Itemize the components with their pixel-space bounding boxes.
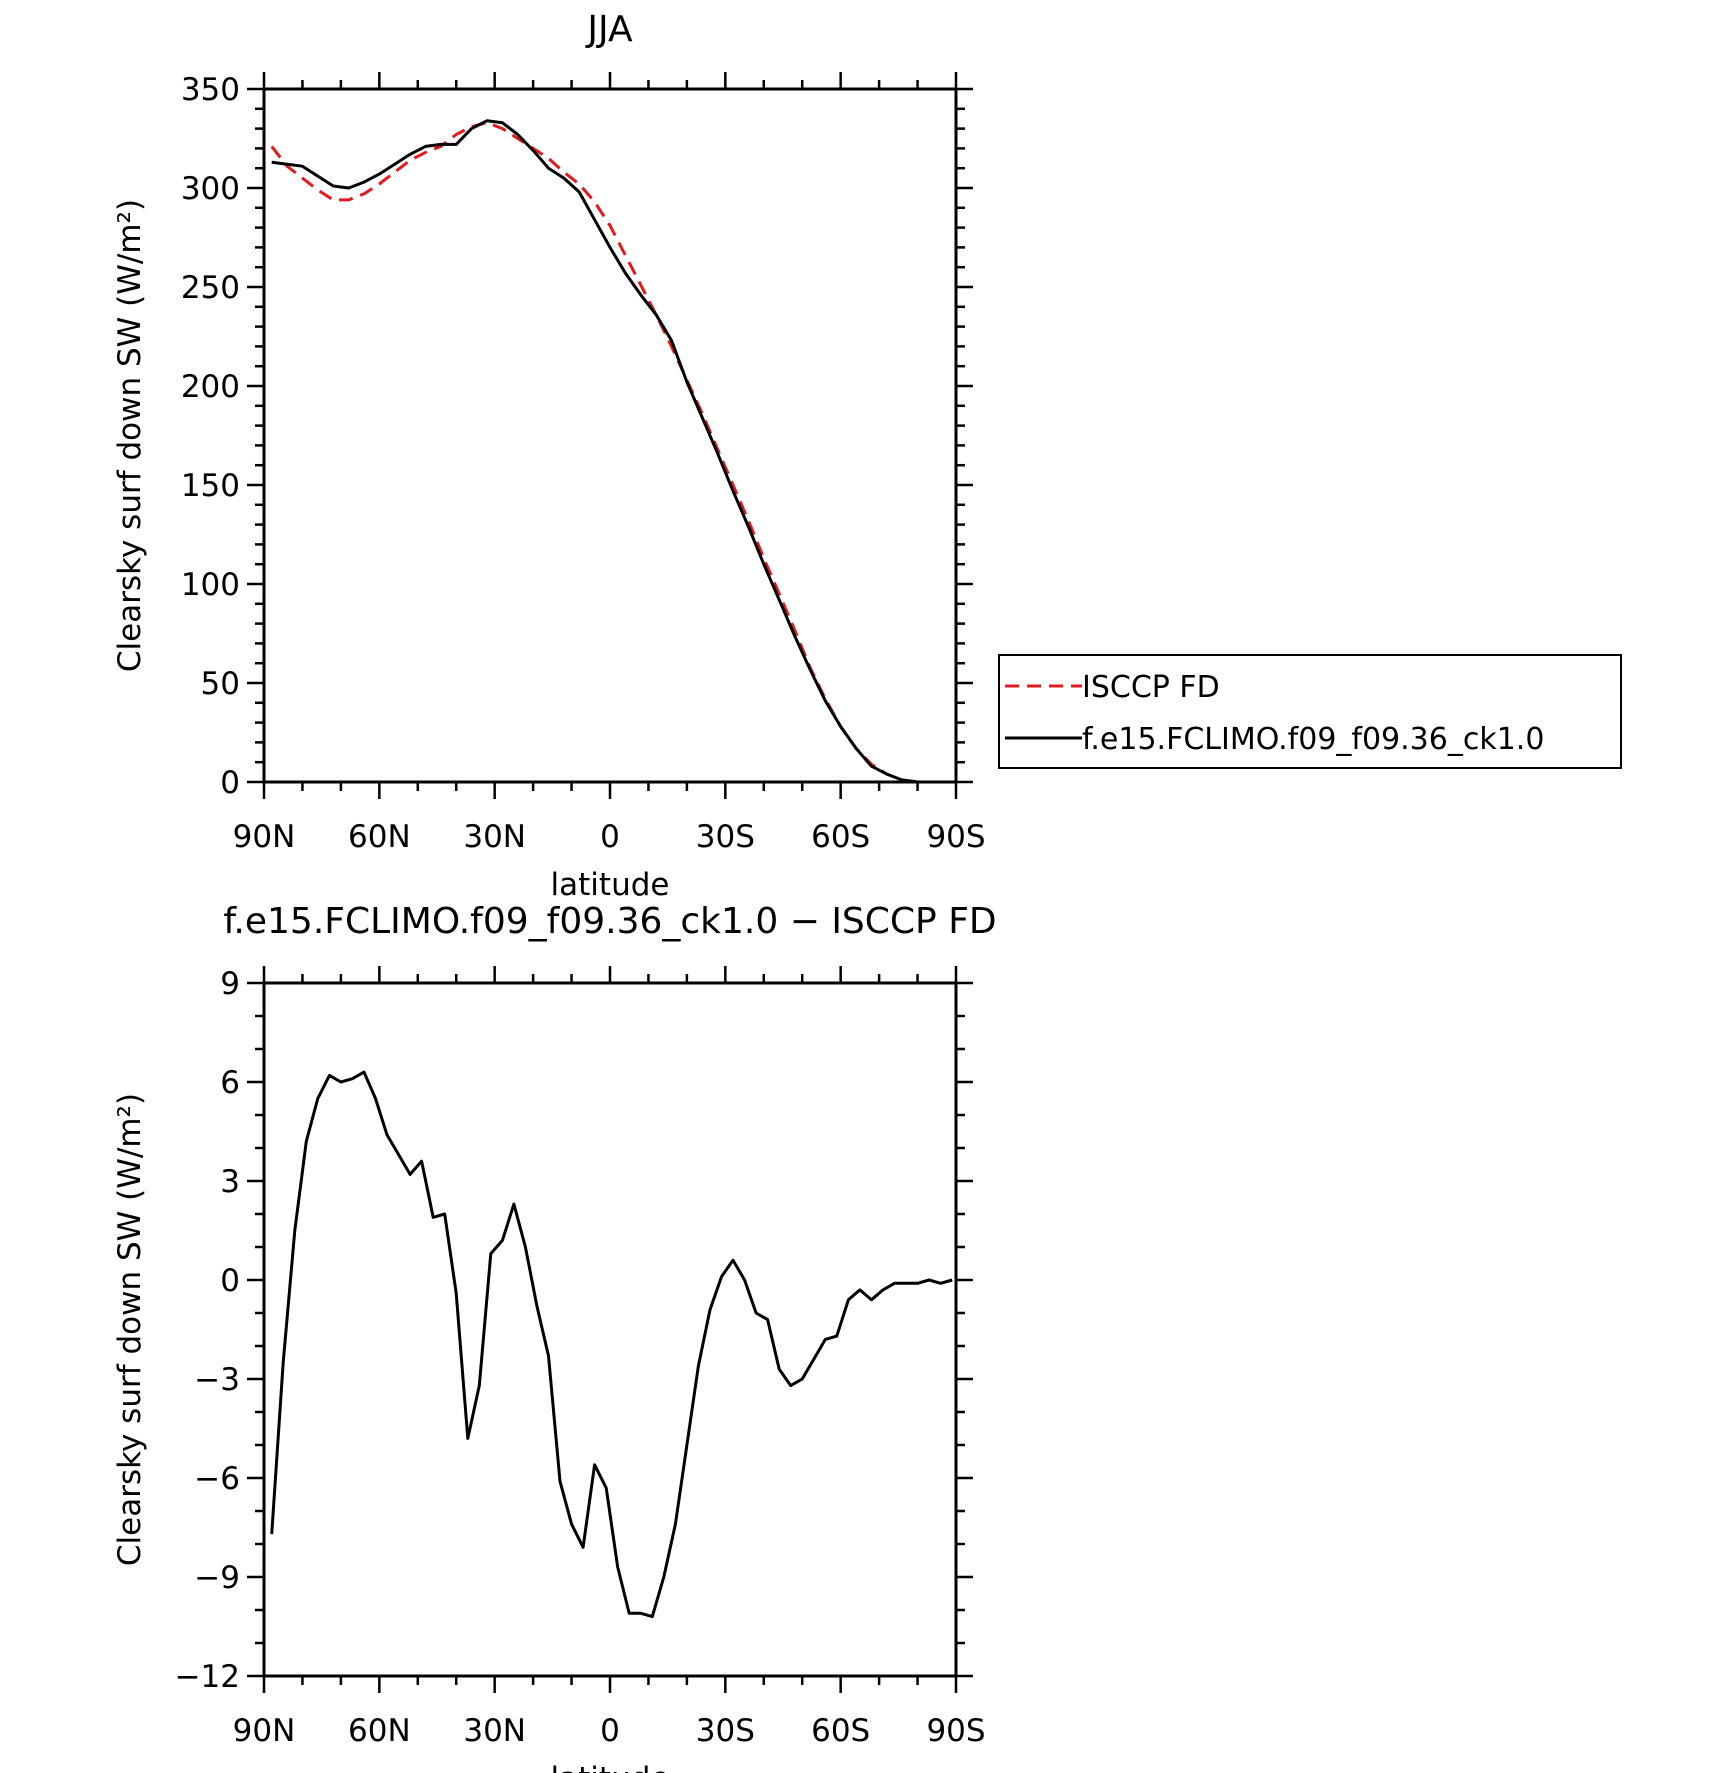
legend-box — [998, 654, 1622, 769]
y-tick-label: 250 — [181, 270, 240, 306]
legend-label-1: f.e15.FCLIMO.f09_f09.36_ck1.0 — [1082, 722, 1544, 757]
y-tick-label: 0 — [220, 1263, 240, 1299]
legend: ISCCP FD f.e15.FCLIMO.f09_f09.36_ck1.0 — [998, 654, 1622, 769]
y-axis-label: Clearsky surf down SW (W/m²) — [112, 1093, 148, 1566]
y-tick-label: −9 — [194, 1560, 240, 1596]
y-tick-label: 350 — [181, 72, 240, 108]
y-tick-label: 0 — [220, 765, 240, 801]
y-tick-label: 9 — [220, 966, 240, 1002]
y-tick-label: −12 — [175, 1659, 240, 1695]
y-tick-label: 100 — [181, 567, 240, 603]
y-tick-label: −6 — [194, 1461, 240, 1497]
x-axis-label: latitude — [551, 867, 670, 903]
y-axis-label: Clearsky surf down SW (W/m²) — [112, 199, 148, 672]
series-line-1 — [271, 119, 949, 784]
x-tick-label: 90N — [233, 819, 296, 855]
x-tick-label: 30S — [696, 1713, 755, 1749]
y-tick-label: 3 — [220, 1164, 240, 1200]
x-tick-label: 30S — [696, 819, 755, 855]
x-tick-label: 60N — [348, 819, 411, 855]
x-tick-label: 90S — [926, 1713, 985, 1749]
y-tick-label: 300 — [181, 171, 240, 207]
series-line-0 — [270, 1070, 953, 1619]
chart-title: f.e15.FCLIMO.f09_f09.36_ck1.0 − ISCCP FD — [223, 901, 996, 942]
x-tick-label: 0 — [600, 1713, 620, 1749]
plot-frame — [262, 981, 958, 1678]
x-axis-label: latitude — [551, 1761, 670, 1773]
top-chart-panel: 90N 60N 30N 0 30S 60S 90S 0 50 100 150 200 250 300 350… — [112, 9, 986, 903]
y-tick-label: −3 — [194, 1362, 240, 1398]
x-tick-label: 90N — [233, 1713, 296, 1749]
x-tick-label: 60S — [811, 819, 870, 855]
series-line-0 — [270, 121, 949, 784]
legend-label-0: ISCCP FD — [1082, 670, 1220, 705]
y-tick-label: 6 — [220, 1065, 240, 1101]
bottom-chart-panel: 90N 60N 30N 0 30S 60S 90S −12 −9 −6 −3 0 3 6 9 f.e15.FC… — [112, 901, 997, 1773]
x-tick-label: 90S — [926, 819, 985, 855]
x-tick-label: 0 — [600, 819, 620, 855]
y-tick-label: 50 — [201, 666, 240, 702]
x-tick-label: 30N — [463, 819, 526, 855]
x-tick-label: 30N — [463, 1713, 526, 1749]
y-tick-label: 150 — [181, 468, 240, 504]
chart-title: JJA — [585, 9, 633, 50]
y-tick-label: 200 — [181, 369, 240, 405]
x-tick-label: 60S — [811, 1713, 870, 1749]
x-tick-label: 60N — [348, 1713, 411, 1749]
